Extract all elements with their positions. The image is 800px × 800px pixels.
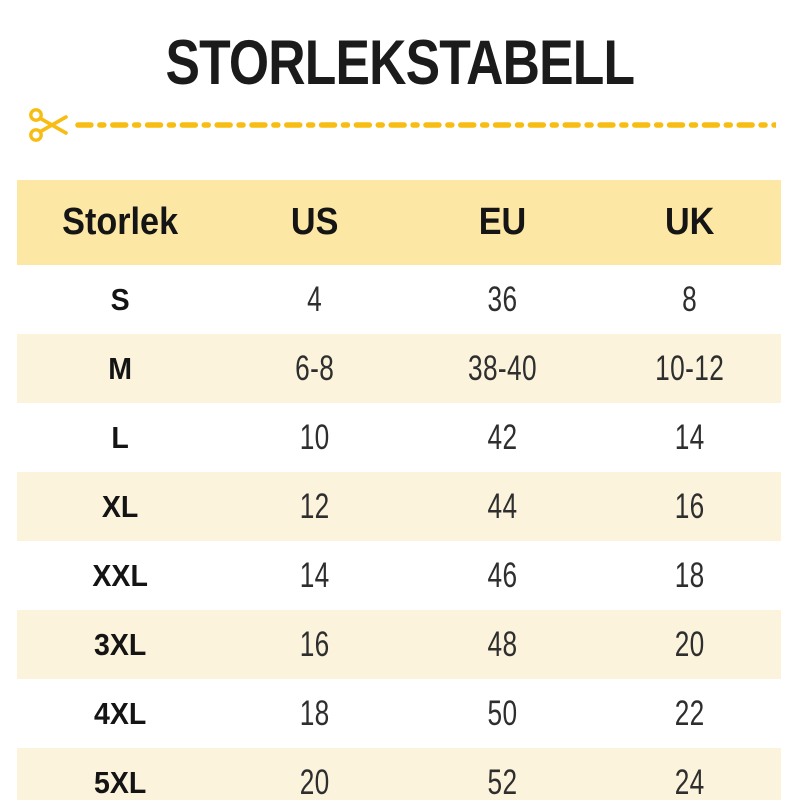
table-row-3xl: 3XL 16 48 20 (17, 610, 781, 679)
size-chart-page: STORLEKSTABELL Storlek US EU UK S 4 36 8… (0, 30, 800, 800)
size-cell: L (111, 419, 129, 455)
eu-cell: 52 (487, 762, 518, 800)
uk-cell: 18 (674, 555, 705, 595)
uk-cell: 22 (674, 693, 705, 733)
us-cell: 10 (299, 417, 330, 457)
us-cell: 6-8 (295, 348, 335, 388)
cut-line (28, 104, 776, 146)
eu-cell: 36 (487, 279, 518, 319)
us-cell: 12 (299, 486, 330, 526)
eu-cell: 44 (487, 486, 518, 526)
eu-cell: 50 (487, 693, 518, 733)
page-title-wrap: STORLEKSTABELL (0, 30, 800, 96)
us-cell: 18 (299, 693, 330, 733)
size-cell: XL (101, 488, 139, 524)
header-cell-us: US (291, 201, 339, 243)
eu-cell: 42 (487, 417, 518, 457)
table-row-m: M 6-8 38-40 10-12 (17, 334, 781, 403)
eu-cell: 38-40 (467, 348, 537, 388)
uk-cell: 20 (674, 624, 705, 664)
table-header-row: Storlek US EU UK (17, 180, 781, 265)
table-row-l: L 10 42 14 (17, 403, 781, 472)
table-row-s: S 4 36 8 (17, 265, 781, 334)
us-cell: 14 (299, 555, 330, 595)
eu-cell: 46 (487, 555, 518, 595)
header-cell-uk: UK (664, 201, 715, 243)
size-cell: 4XL (93, 695, 147, 731)
uk-cell: 14 (674, 417, 705, 457)
size-cell: M (108, 350, 133, 386)
size-cell: 3XL (93, 626, 147, 662)
size-cell: 5XL (93, 764, 147, 800)
header-cell-size: Storlek (62, 201, 179, 243)
uk-cell: 24 (674, 762, 705, 800)
uk-cell: 16 (674, 486, 705, 526)
us-cell: 16 (299, 624, 330, 664)
dashed-cut-line (75, 122, 776, 128)
page-title: STORLEKSTABELL (165, 28, 636, 98)
us-cell: 20 (299, 762, 330, 800)
table-row-xxl: XXL 14 46 18 (17, 541, 781, 610)
table-row-xl: XL 12 44 16 (17, 472, 781, 541)
eu-cell: 48 (487, 624, 518, 664)
size-table: Storlek US EU UK S 4 36 8 M 6-8 38-40 10… (17, 180, 781, 800)
header-cell-eu: EU (478, 201, 526, 243)
size-cell: S (110, 281, 130, 317)
uk-cell: 10-12 (654, 348, 724, 388)
table-row-4xl: 4XL 18 50 22 (17, 679, 781, 748)
table-row-5xl: 5XL 20 52 24 (17, 748, 781, 800)
us-cell: 4 (307, 279, 323, 319)
scissors-icon (29, 108, 68, 142)
size-cell: XXL (92, 557, 148, 593)
uk-cell: 8 (681, 279, 697, 319)
